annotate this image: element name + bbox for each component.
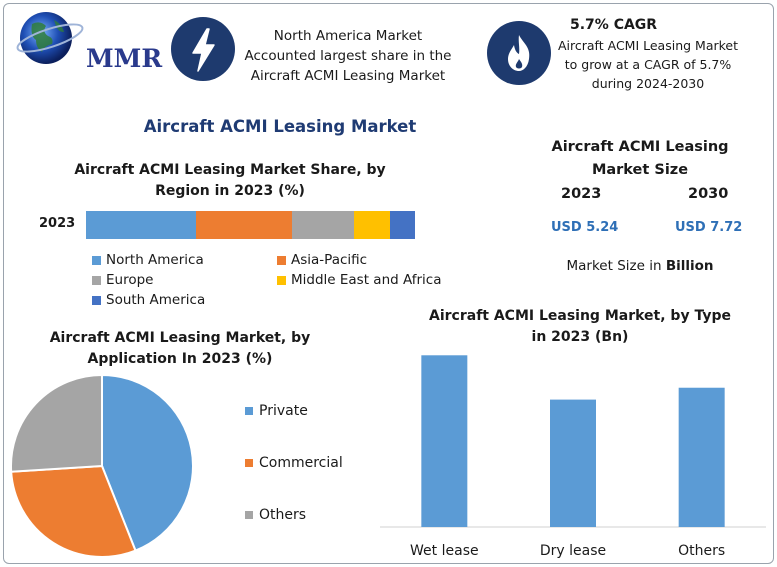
pie-slice-others [10, 373, 103, 473]
cagr-line: Aircraft ACMI Leasing Market [558, 38, 738, 53]
legend-label: Asia-Pacific [291, 252, 368, 268]
bar-dry-lease [550, 399, 596, 527]
application-pie-chart [10, 373, 194, 558]
stack-segment-north-america [86, 211, 197, 239]
legend-item-south-america: South America [92, 292, 205, 308]
type-title-line: Aircraft ACMI Leasing Market, by Type [429, 308, 731, 324]
legend-label: Private [259, 403, 308, 419]
legend-item-middle-east-and-africa: Middle East and Africa [277, 272, 442, 288]
note-line: Accounted largest share in the [244, 48, 452, 64]
legend-swatch [92, 255, 101, 265]
stack-segment-south-america [390, 211, 415, 239]
legend-item-europe: Europe [92, 272, 153, 288]
year-2030: 2030 [688, 186, 729, 202]
market-size-unit: Market Size in Billion [540, 258, 740, 274]
unit-prefix: Market Size in [566, 258, 666, 274]
pie-legend-item-commercial: Commercial [245, 455, 343, 471]
mmr-logo: MMR [10, 6, 162, 73]
value-2030: USD 7.72 [675, 220, 743, 235]
bar-wet-lease [421, 355, 468, 527]
type-title-line: in 2023 (Bn) [531, 329, 629, 345]
legend-label: Middle East and Africa [291, 272, 442, 288]
value-2023: USD 5.24 [551, 220, 619, 235]
note-line: North America Market [273, 28, 423, 44]
flame-icon [487, 21, 551, 85]
legend-swatch [277, 275, 286, 285]
bar-others [678, 387, 725, 527]
legend-swatch [92, 275, 101, 285]
stacked-bar-category-label: 2023 [39, 216, 76, 231]
main-title: Aircraft ACMI Leasing Market [143, 117, 417, 136]
note-line: Aircraft ACMI Leasing Market [250, 68, 446, 84]
legend-swatch [277, 255, 286, 265]
type-bar-chart: Wet lease Dry lease Others [380, 355, 766, 559]
x-tick-label: Others [678, 543, 725, 559]
lightning-icon [171, 17, 235, 81]
legend-label: Europe [106, 272, 154, 288]
market-size-title-line: Market Size [591, 162, 689, 178]
legend-swatch [92, 295, 101, 305]
cagr-line: to grow at a CAGR of 5.7% [564, 57, 732, 72]
legend-swatch [245, 459, 253, 467]
unit-value: Billion [665, 258, 714, 274]
legend-item-north-america: North America [92, 252, 204, 268]
north-america-note: North America Market Accounted largest s… [240, 26, 456, 86]
cagr-note: Aircraft ACMI Leasing Market to grow at … [548, 36, 748, 93]
market-size-title: Aircraft ACMI Leasing Market Size [545, 136, 735, 182]
globe-icon [16, 12, 84, 64]
application-chart-title: Aircraft ACMI Leasing Market, by Applica… [30, 328, 330, 370]
region-stacked-bar [86, 211, 415, 239]
stack-segment-europe [291, 211, 355, 239]
x-tick-label: Dry lease [540, 543, 606, 559]
region-title-line: Aircraft ACMI Leasing Market Share, by [74, 162, 386, 178]
region-chart-title: Aircraft ACMI Leasing Market Share, by R… [70, 160, 390, 202]
year-2023: 2023 [561, 186, 602, 202]
application-title-line: Application In 2023 (%) [87, 351, 273, 367]
legend-label: Others [259, 507, 307, 523]
logo-text: MMR [86, 44, 163, 73]
stack-segment-middle-east-and-africa [354, 211, 391, 239]
stack-segment-asia-pacific [196, 211, 292, 239]
pie-slice-commercial [10, 464, 137, 558]
application-title-line: Aircraft ACMI Leasing Market, by [49, 330, 311, 346]
pie-legend-item-private: Private [245, 403, 308, 419]
legend-label: South America [106, 292, 206, 308]
market-size-title-line: Aircraft ACMI Leasing [551, 139, 729, 155]
region-title-line: Region in 2023 (%) [155, 183, 305, 199]
type-chart-title: Aircraft ACMI Leasing Market, by Type in… [420, 306, 740, 348]
pie-legend-item-others: Others [245, 507, 306, 523]
pie-slice-private [101, 373, 194, 552]
x-tick-label: Wet lease [410, 543, 479, 559]
legend-item-asia-pacific: Asia-Pacific [277, 252, 367, 268]
legend-label: North America [106, 252, 204, 268]
legend-swatch [245, 511, 253, 519]
cagr-line: during 2024-2030 [591, 76, 705, 91]
legend-label: Commercial [259, 455, 343, 471]
cagr-title: 5.7% CAGR [570, 17, 658, 33]
legend-swatch [245, 407, 253, 415]
